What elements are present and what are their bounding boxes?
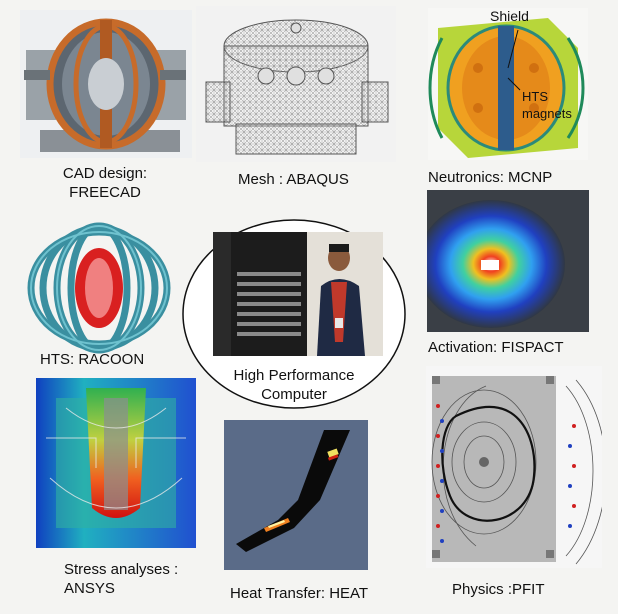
hpc-caption-line2: Computer (261, 386, 327, 403)
cad-design-caption: CAD design: FREECAD (30, 164, 180, 202)
hpc-caption: High Performance Computer (224, 366, 364, 404)
stress-image (36, 378, 196, 548)
hpc-photo (213, 232, 383, 356)
hpc-caption-line1: High Performance (233, 367, 355, 384)
stress-caption-line2: ANSYS (64, 580, 115, 597)
heat-caption: Heat Transfer: HEAT (230, 585, 369, 602)
physics-caption: Physics :PFIT (452, 581, 545, 598)
mesh-caption: Mesh : ABAQUS (238, 171, 349, 188)
neutronics-caption: Neutronics: MCNP (428, 169, 553, 186)
hts-label-line1: HTS (522, 89, 548, 104)
neutronics-image: Shield HTS magnets (428, 8, 588, 160)
activation-image (427, 190, 589, 332)
hts-caption: HTS: RACOON (40, 351, 145, 368)
hts-magnets-label: HTS magnets (522, 88, 572, 122)
mesh-image (196, 6, 396, 162)
heat-image (224, 420, 368, 570)
hts-racoon-image (26, 218, 172, 358)
physics-image (426, 366, 602, 568)
cad-design-image (20, 10, 192, 158)
cad-caption-line1: CAD design: (62, 165, 148, 182)
shield-label: Shield (490, 8, 529, 24)
stress-caption: Stress analyses : ANSYS (64, 560, 178, 598)
activation-caption: Activation: FISPACT (428, 339, 564, 356)
stress-caption-line1: Stress analyses : (64, 561, 179, 578)
cad-caption-line2: FREECAD (69, 184, 141, 201)
hts-label-line2: magnets (522, 106, 572, 121)
